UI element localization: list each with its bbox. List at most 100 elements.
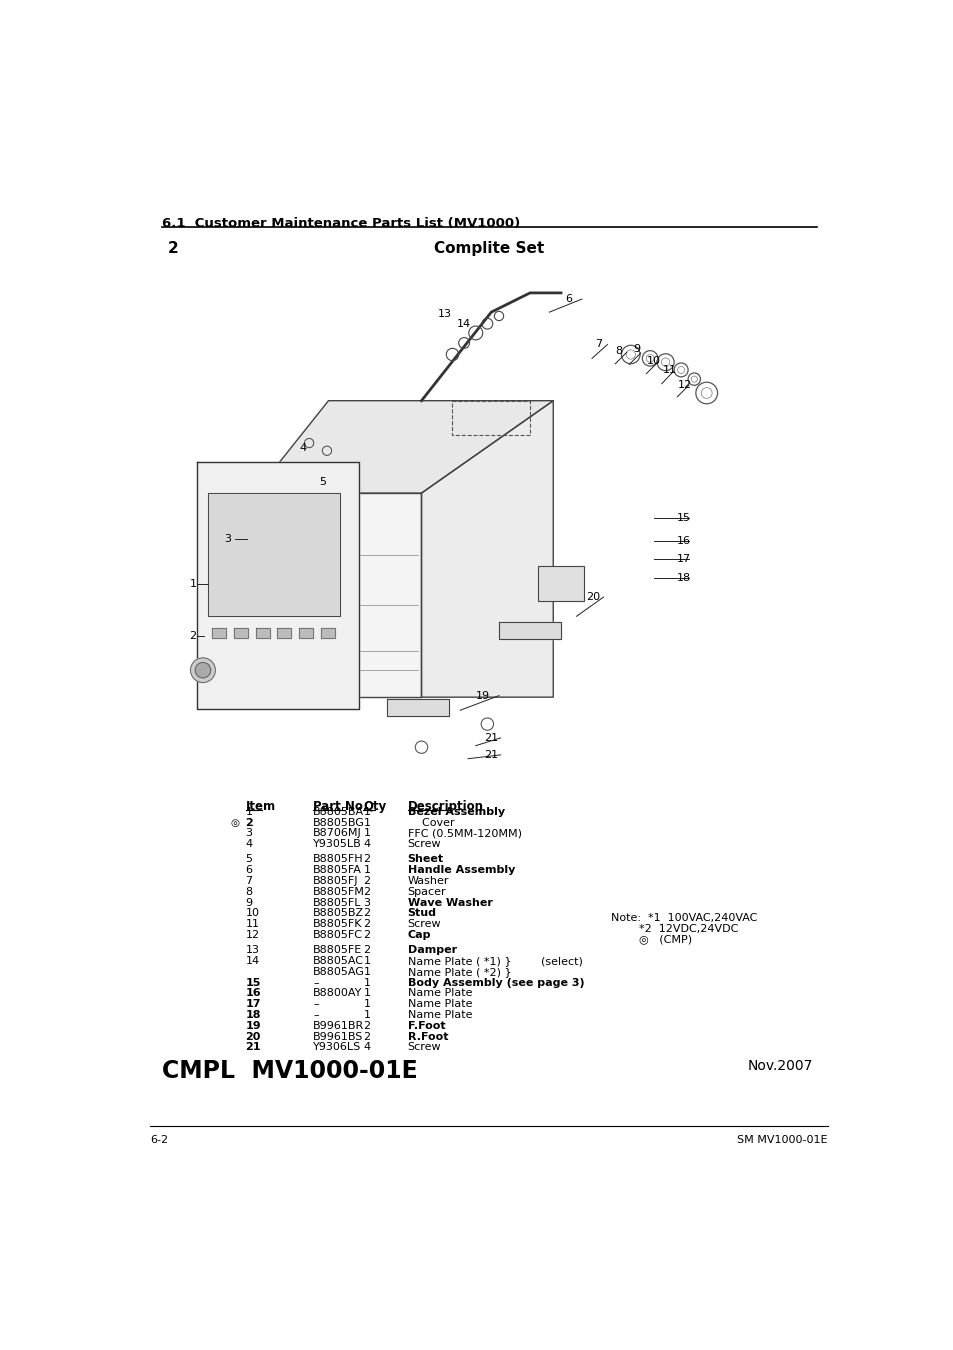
Text: B8805FA: B8805FA xyxy=(313,865,361,875)
Text: 15: 15 xyxy=(676,513,690,522)
Text: B8805AC: B8805AC xyxy=(313,956,364,967)
Text: Y9305LB: Y9305LB xyxy=(313,840,361,849)
Text: B8805FC: B8805FC xyxy=(313,930,363,940)
Text: Nov.2007: Nov.2007 xyxy=(747,1058,812,1073)
Text: 2: 2 xyxy=(363,876,370,886)
Text: FFC (0.5MM-120MM): FFC (0.5MM-120MM) xyxy=(407,829,521,838)
Text: Cover: Cover xyxy=(407,818,454,828)
Text: Name Plate: Name Plate xyxy=(407,1010,472,1021)
Text: 2: 2 xyxy=(245,818,253,828)
Polygon shape xyxy=(277,628,291,637)
Text: 2: 2 xyxy=(363,855,370,864)
Text: 7: 7 xyxy=(594,339,601,350)
Text: 19: 19 xyxy=(245,1021,261,1031)
Text: 16: 16 xyxy=(676,536,690,545)
Polygon shape xyxy=(255,628,270,637)
Text: 18: 18 xyxy=(245,1010,261,1021)
Text: Handle Assembly: Handle Assembly xyxy=(407,865,515,875)
Text: 2: 2 xyxy=(363,1021,370,1031)
Text: 1: 1 xyxy=(363,829,370,838)
Text: 6: 6 xyxy=(565,294,572,304)
Text: 2: 2 xyxy=(363,887,370,896)
Text: Body Assembly (see page 3): Body Assembly (see page 3) xyxy=(407,977,583,988)
Polygon shape xyxy=(212,628,226,637)
Text: Complite Set: Complite Set xyxy=(434,240,543,255)
Text: 20: 20 xyxy=(586,593,600,602)
Text: 2: 2 xyxy=(167,240,178,255)
Text: B9961BS: B9961BS xyxy=(313,1031,363,1042)
Text: 14: 14 xyxy=(456,319,471,328)
Text: B8805FE: B8805FE xyxy=(313,945,362,956)
Text: B8805BA: B8805BA xyxy=(313,807,364,817)
Text: Name Plate: Name Plate xyxy=(407,988,472,999)
Text: 14: 14 xyxy=(245,956,259,967)
Text: 17: 17 xyxy=(245,999,261,1010)
Text: 5: 5 xyxy=(318,477,326,486)
Polygon shape xyxy=(208,493,340,617)
Text: B9961BR: B9961BR xyxy=(313,1021,364,1031)
Text: 1: 1 xyxy=(363,999,370,1010)
Text: 6-2: 6-2 xyxy=(150,1135,168,1145)
Text: 12: 12 xyxy=(678,381,691,390)
Text: 1: 1 xyxy=(363,1010,370,1021)
Text: (select): (select) xyxy=(540,956,582,967)
Text: Wave Washer: Wave Washer xyxy=(407,898,492,907)
Text: CMPL  MV1000-01E: CMPL MV1000-01E xyxy=(162,1058,417,1083)
Text: 6: 6 xyxy=(245,865,253,875)
Text: Cap: Cap xyxy=(407,930,431,940)
Text: 1: 1 xyxy=(245,807,253,817)
Text: Note:  *1  100VAC,240VAC: Note: *1 100VAC,240VAC xyxy=(611,913,757,923)
Polygon shape xyxy=(421,401,553,697)
Text: 21: 21 xyxy=(484,749,497,760)
Text: B8805FM: B8805FM xyxy=(313,887,364,896)
Text: 2: 2 xyxy=(189,630,196,640)
Text: B8706MJ: B8706MJ xyxy=(313,829,361,838)
Text: 10: 10 xyxy=(245,909,259,918)
Text: –: – xyxy=(313,999,318,1010)
Text: 10: 10 xyxy=(646,355,660,366)
Text: 4: 4 xyxy=(245,840,253,849)
Text: 9: 9 xyxy=(245,898,253,907)
Text: 11: 11 xyxy=(661,364,676,375)
Text: 18: 18 xyxy=(676,572,690,583)
Text: 8: 8 xyxy=(615,346,622,355)
Text: R.Foot: R.Foot xyxy=(407,1031,448,1042)
Text: Screw: Screw xyxy=(407,1042,440,1053)
Text: 3: 3 xyxy=(245,829,253,838)
Text: SM MV1000-01E: SM MV1000-01E xyxy=(737,1135,827,1145)
Text: Name Plate ( *2) }: Name Plate ( *2) } xyxy=(407,967,511,977)
Text: 2: 2 xyxy=(363,1031,370,1042)
Text: 1: 1 xyxy=(190,579,196,589)
Text: 2: 2 xyxy=(363,909,370,918)
Text: 1: 1 xyxy=(363,818,370,828)
Polygon shape xyxy=(196,462,359,709)
Text: B8805BZ: B8805BZ xyxy=(313,909,364,918)
FancyBboxPatch shape xyxy=(537,566,583,601)
Text: B8805AG: B8805AG xyxy=(313,967,364,977)
Text: 3: 3 xyxy=(224,535,231,544)
Text: 12: 12 xyxy=(245,930,259,940)
Text: 11: 11 xyxy=(245,919,259,929)
Text: 8: 8 xyxy=(245,887,253,896)
Text: Screw: Screw xyxy=(407,919,440,929)
Text: 1: 1 xyxy=(363,807,370,817)
Text: 13: 13 xyxy=(437,309,452,320)
Text: 17: 17 xyxy=(676,554,690,563)
Text: B8805FL: B8805FL xyxy=(313,898,361,907)
Text: 3: 3 xyxy=(363,898,370,907)
Text: *2  12VDC,24VDC: *2 12VDC,24VDC xyxy=(611,923,738,934)
Text: Part No.: Part No. xyxy=(313,799,367,813)
Text: 19: 19 xyxy=(476,691,489,701)
Text: 2: 2 xyxy=(363,945,370,956)
Text: Y9306LS: Y9306LS xyxy=(313,1042,361,1053)
Polygon shape xyxy=(320,628,335,637)
Text: Bezel Assembly: Bezel Assembly xyxy=(407,807,504,817)
Text: 2: 2 xyxy=(363,930,370,940)
Text: Qty: Qty xyxy=(363,799,386,813)
Circle shape xyxy=(195,663,211,678)
Polygon shape xyxy=(254,401,553,493)
Text: Description: Description xyxy=(407,799,483,813)
Text: 4: 4 xyxy=(363,840,370,849)
Text: 16: 16 xyxy=(245,988,261,999)
Text: B8805FK: B8805FK xyxy=(313,919,362,929)
